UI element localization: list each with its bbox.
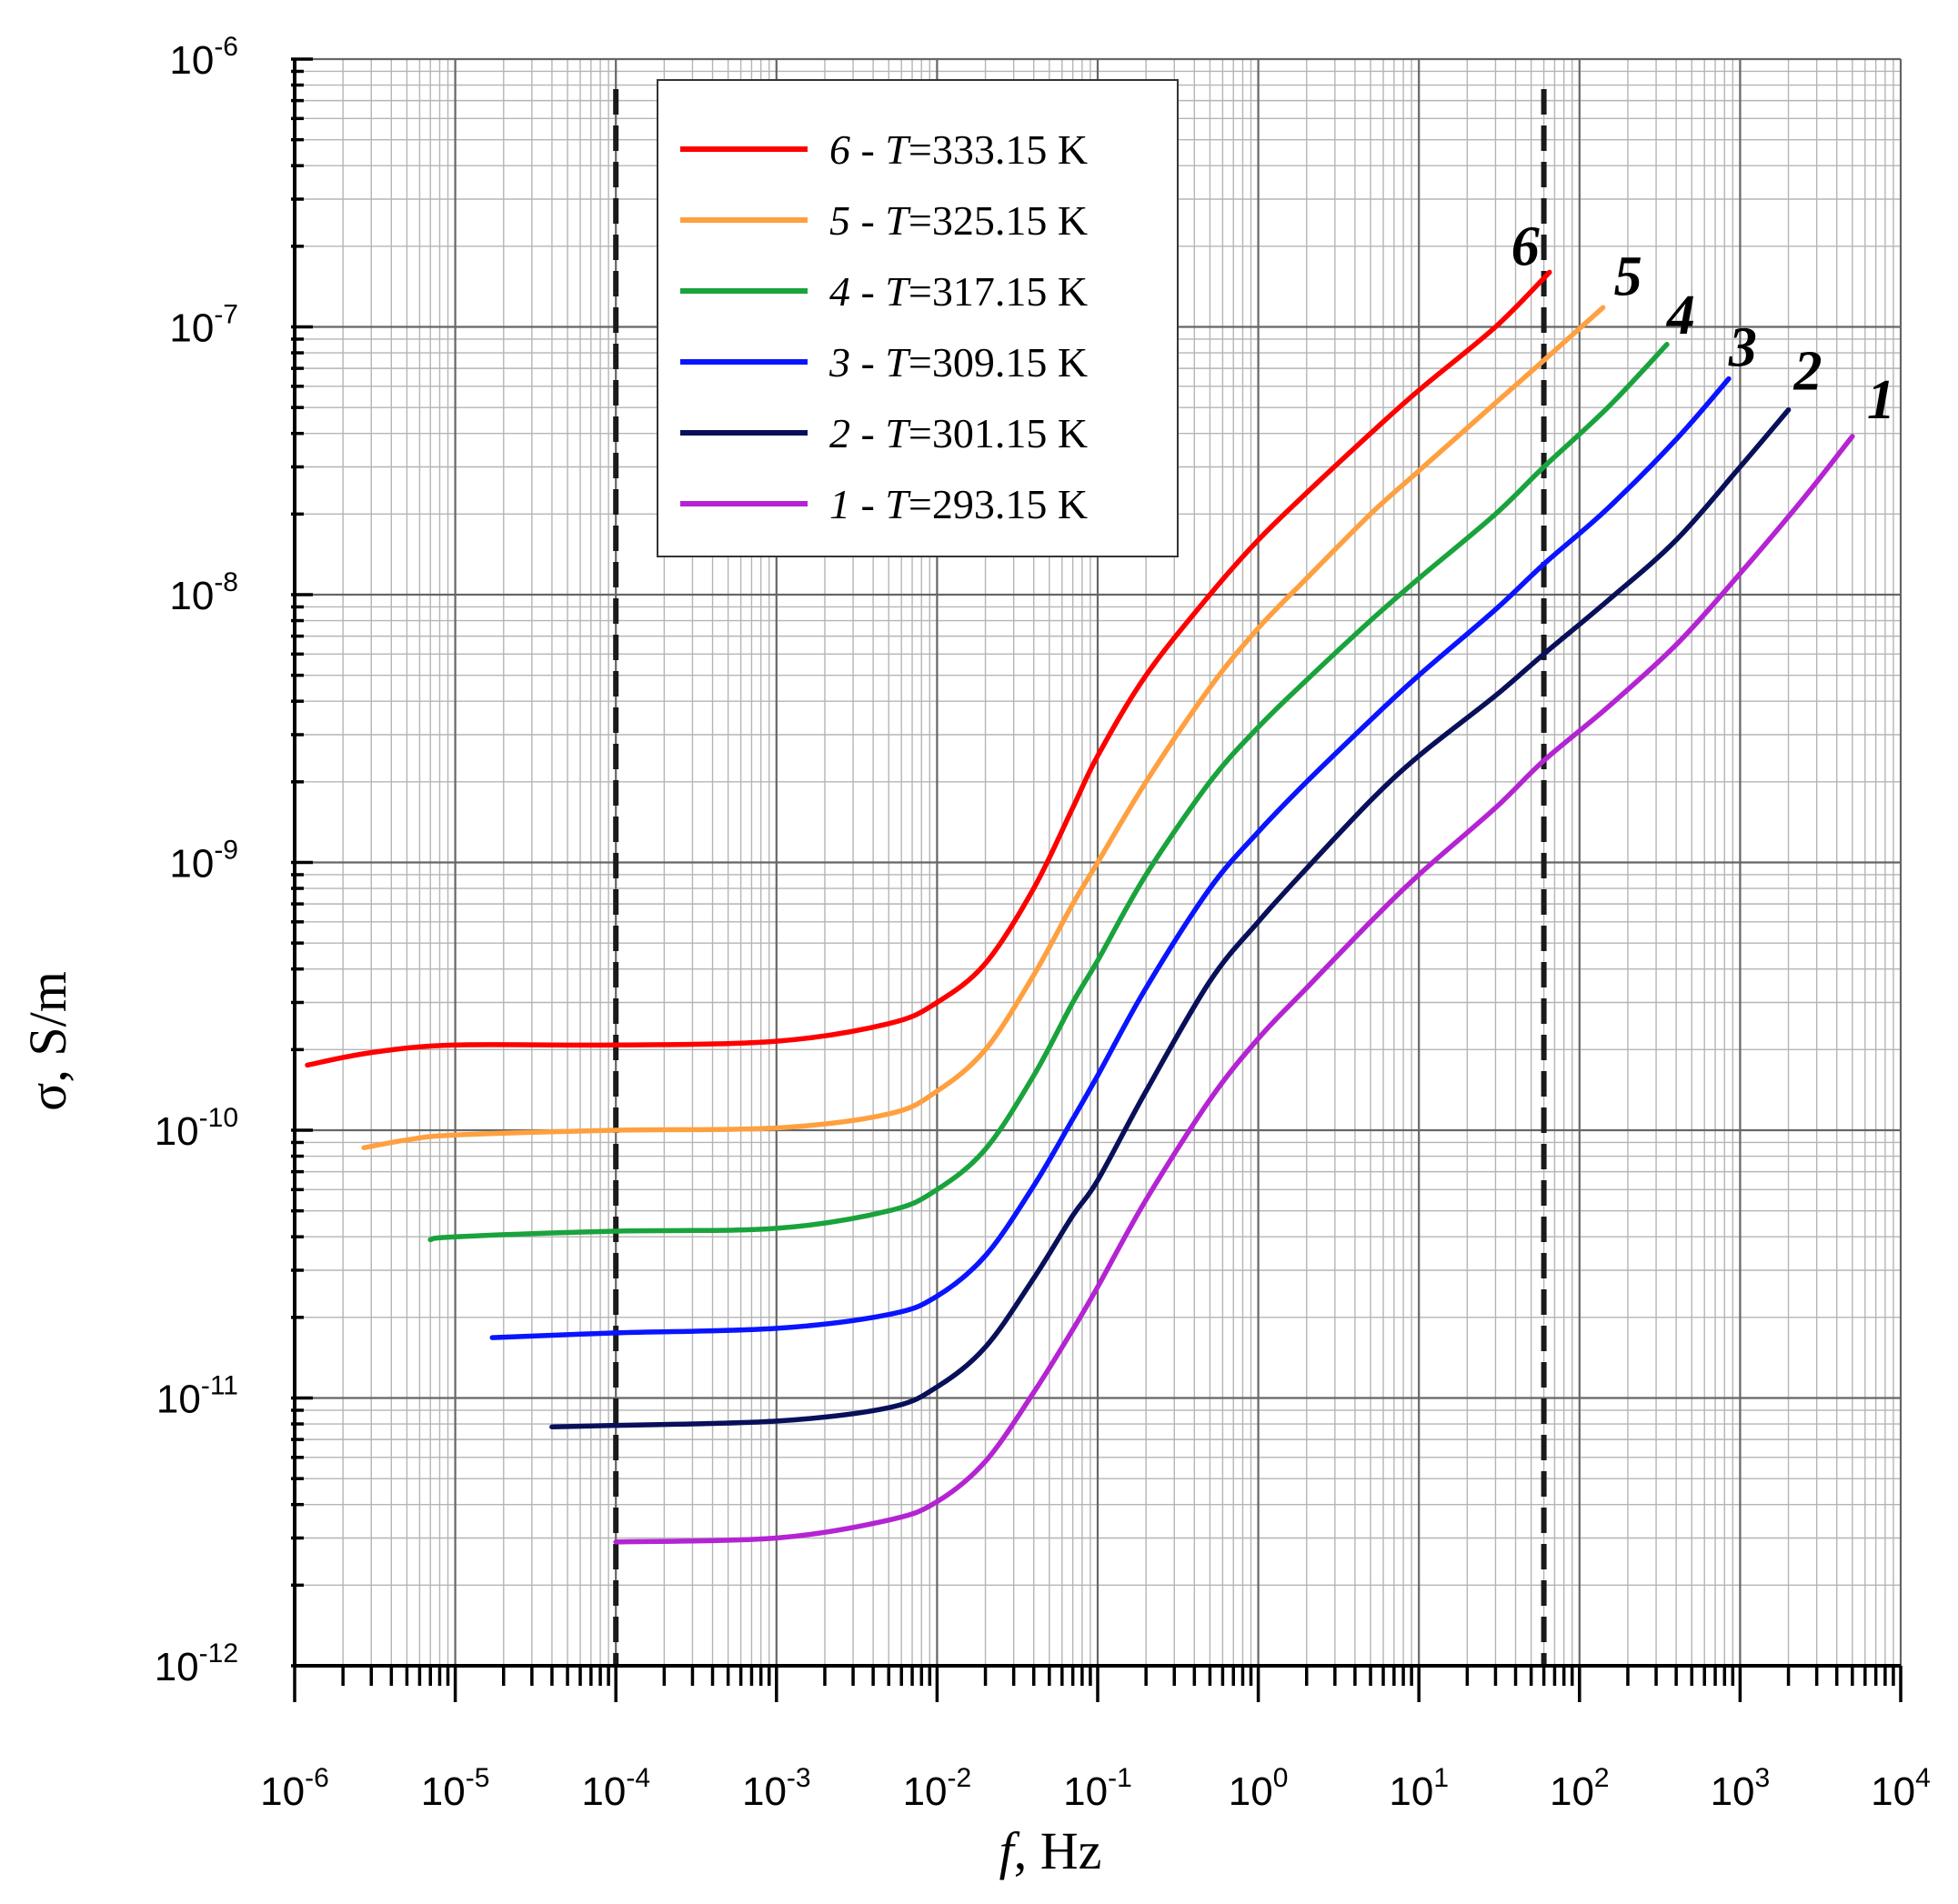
legend-label-4: 4 - T=317.15 K — [829, 268, 1088, 315]
y-tick-label: 10-11 — [156, 1371, 238, 1422]
series-line-2 — [549, 406, 1792, 1430]
x-tick-label: 103 — [1711, 1763, 1771, 1814]
series-line-3 — [489, 376, 1732, 1340]
series-line-6 — [305, 269, 1552, 1068]
x-axis-title: f, Hz — [999, 1821, 1102, 1880]
x-axis-title-unit: , Hz — [1014, 1821, 1102, 1880]
y-tick-label: 10-10 — [155, 1103, 238, 1154]
series-line-5 — [361, 305, 1606, 1151]
legend: 6 - T=333.15 K 5 - T=325.15 K 4 - T=317.15… — [657, 79, 1179, 557]
curve-label-5: 5 — [1614, 246, 1642, 307]
curve-label-6: 6 — [1511, 215, 1540, 277]
series-line-4 — [427, 342, 1670, 1243]
x-tick-label: 102 — [1550, 1763, 1610, 1814]
y-tick-labels: 10-12 10-11 10-10 10-9 10-8 10-7 10-6 — [155, 32, 238, 1689]
legend-label-6: 6 - T=333.15 K — [829, 126, 1088, 173]
x-tick-label: 10-3 — [742, 1763, 811, 1814]
series-layer — [305, 269, 1855, 1545]
y-tick-label: 10-8 — [169, 567, 238, 618]
legend-label-1: 1 - T=293.15 K — [829, 481, 1088, 527]
legend-box — [657, 79, 1179, 557]
curve-end-labels: 6 543 2 1 — [1511, 215, 1895, 431]
x-tick-label: 10-5 — [421, 1763, 490, 1814]
legend-label-3: 3 - T=309.15 K — [828, 339, 1088, 386]
legend-label-2: 2 - T=301.15 K — [829, 410, 1088, 456]
axes — [291, 57, 1903, 1702]
curve-label-2: 2 — [1793, 341, 1822, 403]
x-tick-label: 10-6 — [260, 1763, 329, 1814]
y-tick-label: 10-9 — [169, 836, 238, 887]
curve-label-3: 3 — [1728, 317, 1757, 379]
x-tick-label: 101 — [1389, 1763, 1449, 1814]
x-tick-label: 10-2 — [903, 1763, 972, 1814]
x-tick-label: 10-4 — [581, 1763, 650, 1814]
vertical-dashed-markers — [613, 89, 1547, 1666]
y-tick-label: 10-7 — [169, 300, 238, 351]
y-tick-label: 10-12 — [155, 1638, 238, 1689]
x-tick-label: 104 — [1871, 1763, 1931, 1814]
y-tick-label: 10-6 — [169, 32, 238, 83]
series-line-1 — [613, 434, 1855, 1545]
x-tick-label: 10-1 — [1063, 1763, 1132, 1814]
x-tick-labels: 10-6 10-5 10-4 10-3 10-2 10-1 100 101 102 103 104 — [260, 1763, 1931, 1814]
x-tick-label: 100 — [1229, 1763, 1289, 1814]
curve-label-1: 1 — [1867, 369, 1895, 431]
y-axis-title: σ, S/m — [18, 971, 77, 1111]
legend-label-5: 5 - T=325.15 K — [829, 197, 1088, 244]
curve-label-4: 4 — [1666, 285, 1695, 346]
